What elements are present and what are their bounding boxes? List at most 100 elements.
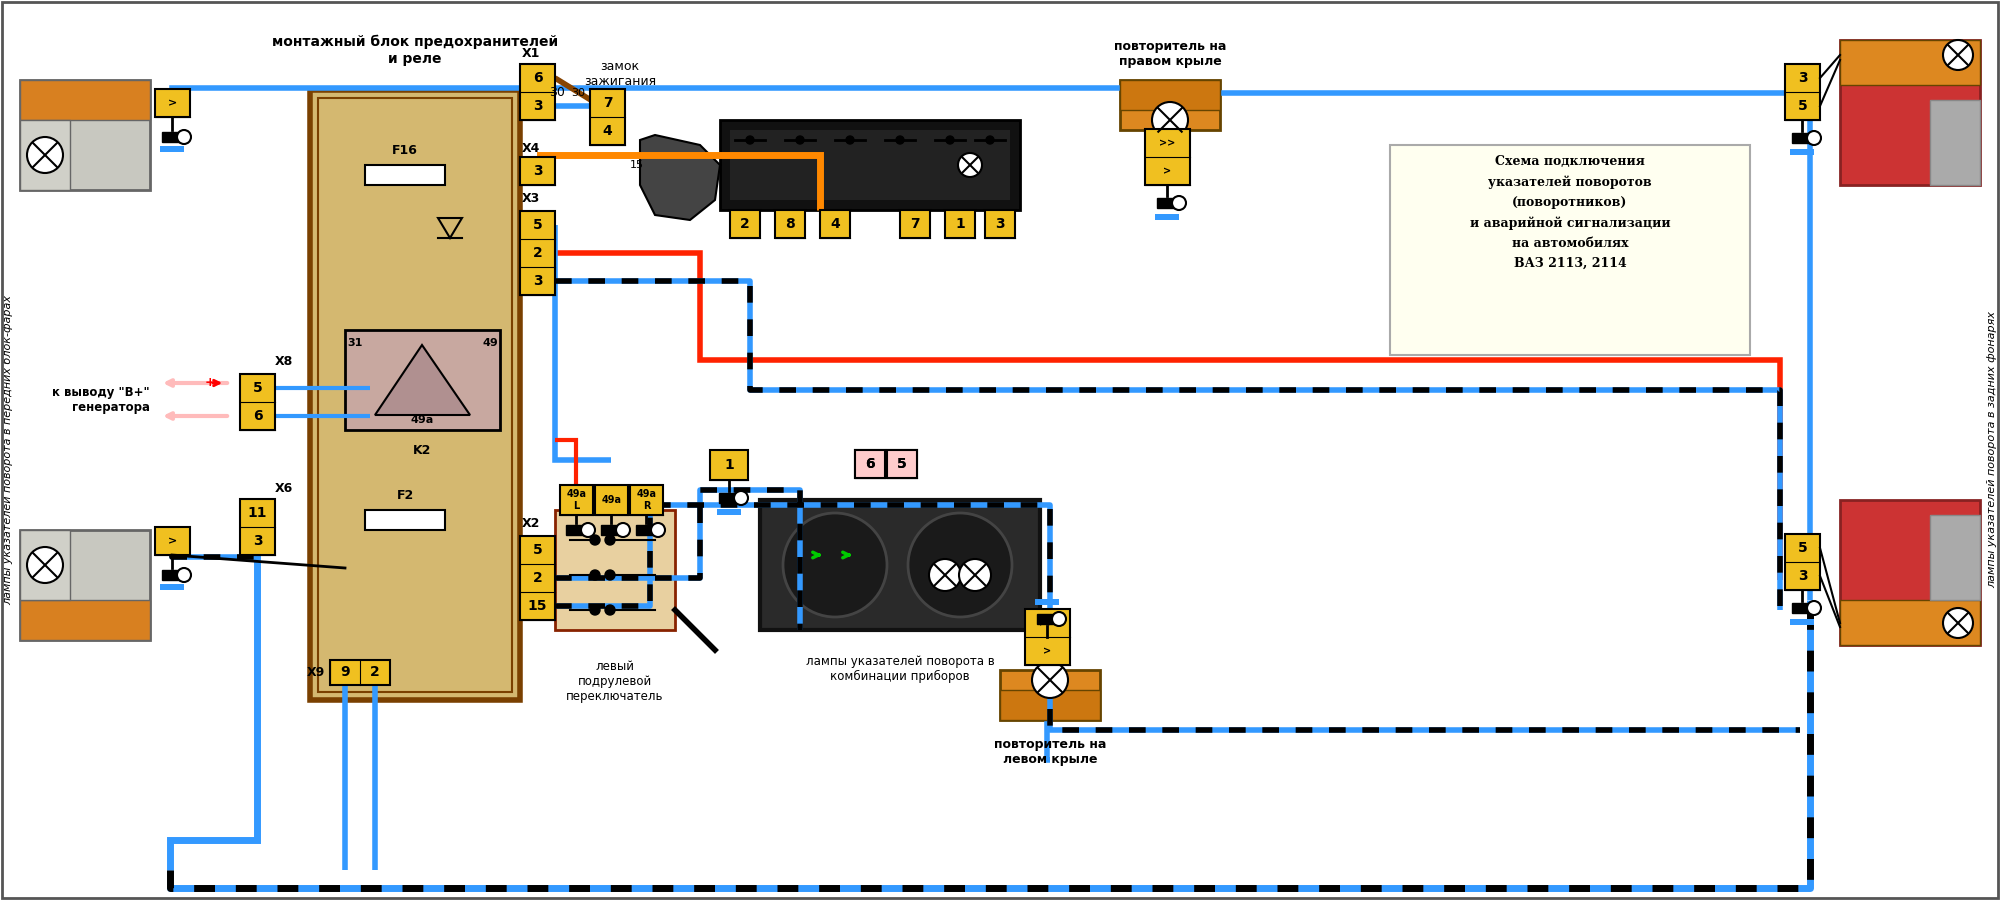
- Circle shape: [1944, 608, 1972, 638]
- Circle shape: [28, 137, 64, 173]
- Text: лампы указателей поворота в передних блок-фарах: лампы указателей поворота в передних бло…: [2, 295, 14, 605]
- Text: лампы указателей поворота в задних фонарях: лампы указателей поворота в задних фонар…: [1988, 311, 1996, 589]
- Circle shape: [604, 535, 616, 545]
- Bar: [720, 493, 740, 503]
- Text: 7: 7: [910, 217, 920, 231]
- Bar: [730, 130, 1010, 200]
- Text: лампы указателей поворота в
комбинации приборов: лампы указателей поворота в комбинации п…: [806, 655, 994, 683]
- Circle shape: [590, 535, 600, 545]
- Circle shape: [958, 153, 982, 177]
- Text: 3: 3: [532, 274, 542, 288]
- Text: 7: 7: [602, 96, 612, 110]
- Bar: [364, 165, 444, 185]
- Bar: [710, 450, 748, 480]
- Text: 11: 11: [248, 506, 268, 520]
- Text: F16: F16: [392, 144, 418, 157]
- Text: 6: 6: [866, 457, 874, 471]
- Bar: [856, 450, 884, 478]
- Text: 4: 4: [602, 124, 612, 138]
- Text: 6: 6: [866, 457, 874, 471]
- Text: X3: X3: [522, 192, 540, 205]
- Bar: [888, 450, 916, 478]
- Polygon shape: [640, 135, 720, 220]
- Text: 5: 5: [532, 543, 542, 557]
- Polygon shape: [376, 345, 470, 415]
- Bar: [1144, 129, 1190, 185]
- Bar: [1792, 133, 1812, 143]
- Text: 49a
L: 49a L: [566, 490, 586, 511]
- Bar: [856, 450, 884, 478]
- Bar: [20, 80, 150, 120]
- Text: 8: 8: [786, 217, 794, 231]
- Bar: [590, 89, 624, 145]
- Bar: [1390, 145, 1750, 355]
- Circle shape: [652, 523, 664, 537]
- Text: >: >: [1164, 166, 1172, 176]
- Circle shape: [590, 605, 600, 615]
- Circle shape: [946, 136, 954, 144]
- Circle shape: [1172, 196, 1186, 210]
- Bar: [720, 120, 1020, 210]
- Circle shape: [986, 136, 994, 144]
- Bar: [560, 485, 592, 515]
- Text: к выводу "В+"
генератора: к выводу "В+" генератора: [52, 386, 150, 414]
- Bar: [162, 132, 182, 142]
- Text: X8: X8: [276, 355, 294, 368]
- Bar: [1930, 100, 1980, 185]
- Text: X2: X2: [522, 517, 540, 530]
- Text: 5: 5: [1798, 99, 1808, 113]
- Text: 3: 3: [1798, 569, 1808, 583]
- Circle shape: [580, 523, 596, 537]
- Text: >: >: [168, 536, 178, 546]
- Text: 9: 9: [340, 665, 350, 680]
- Bar: [730, 210, 760, 238]
- Bar: [1930, 515, 1980, 600]
- Text: 15: 15: [630, 160, 644, 170]
- Bar: [1840, 600, 1980, 645]
- Text: X4: X4: [522, 142, 540, 155]
- Text: монтажный блок предохранителей
и реле: монтажный блок предохранителей и реле: [272, 35, 558, 66]
- Circle shape: [176, 130, 192, 144]
- Text: 3: 3: [532, 99, 542, 113]
- Bar: [346, 330, 500, 430]
- Text: >: >: [1044, 646, 1052, 656]
- Bar: [1000, 690, 1100, 720]
- Bar: [1786, 64, 1820, 120]
- Circle shape: [928, 559, 960, 591]
- Text: замок
зажигания: замок зажигания: [584, 60, 656, 88]
- Text: левый
подрулевой
переключатель: левый подрулевой переключатель: [566, 660, 664, 703]
- Text: 5: 5: [898, 457, 906, 471]
- Bar: [760, 500, 1040, 630]
- Text: X6: X6: [276, 482, 294, 495]
- Bar: [520, 211, 556, 295]
- Bar: [1786, 534, 1820, 590]
- Bar: [776, 210, 804, 238]
- Bar: [310, 90, 520, 700]
- Circle shape: [960, 559, 992, 591]
- Text: 15: 15: [528, 599, 548, 613]
- Text: 30: 30: [550, 86, 566, 100]
- Circle shape: [176, 568, 192, 582]
- Bar: [1036, 614, 1056, 624]
- Bar: [888, 450, 916, 478]
- Text: 2: 2: [532, 571, 542, 585]
- Text: +: +: [204, 376, 216, 390]
- Bar: [160, 584, 184, 590]
- Bar: [20, 530, 70, 600]
- Text: 5: 5: [898, 457, 906, 471]
- Bar: [1120, 80, 1220, 110]
- Bar: [946, 210, 976, 238]
- Bar: [1156, 214, 1180, 220]
- Bar: [1790, 619, 1814, 625]
- Text: 6: 6: [532, 71, 542, 85]
- Text: 49a
R: 49a R: [636, 490, 656, 511]
- Circle shape: [846, 136, 854, 144]
- Circle shape: [590, 570, 600, 580]
- Bar: [596, 485, 628, 515]
- Circle shape: [1808, 131, 1820, 145]
- Circle shape: [1052, 612, 1066, 626]
- Bar: [520, 536, 556, 620]
- Bar: [716, 509, 740, 515]
- Bar: [156, 89, 190, 117]
- Text: 49a: 49a: [602, 495, 622, 505]
